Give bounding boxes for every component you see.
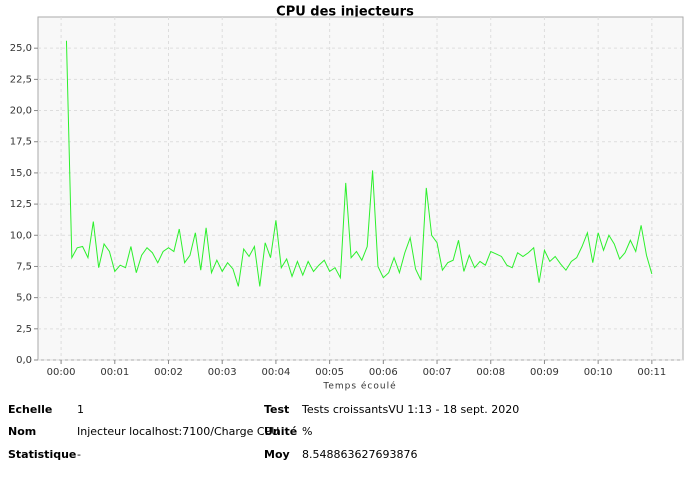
info-value: % [302,425,313,438]
chart: CPU des injecteurs Temps écoulé 0,0 2,5 5,… [10,5,684,392]
info-value: - [77,448,81,461]
y-tick-label: 0,0 [16,355,32,366]
plot-area [37,16,684,361]
y-tick-label: 22,5 [10,74,32,85]
y-tick-label: 2,5 [16,324,32,335]
x-tick-label: 00:10 [584,367,613,378]
x-tick-label: 00:03 [208,367,237,378]
x-axis-label: Temps écoulé [322,381,396,392]
x-tick-label: 00:02 [154,367,183,378]
y-tick-label: 20,0 [10,106,32,117]
chart-title: CPU des injecteurs [276,5,414,20]
info-value: Tests croissantsVU 1:13 - 18 sept. 2020 [302,403,520,416]
info-value: Injecteur localhost:7100/Charge CPU [77,425,280,438]
x-tick-label: 00:06 [369,367,398,378]
x-tick-label: 00:05 [315,367,344,378]
x-tick-label: 00:08 [476,367,505,378]
y-tick-label: 5,0 [16,293,32,304]
y-tick-label: 10,0 [10,230,32,241]
info-label: Statistique [8,448,77,461]
x-tick-label: 00:00 [47,367,76,378]
x-tick-label: 00:09 [530,367,559,378]
y-tick-label: 15,0 [10,168,32,179]
y-tick-label: 25,0 [10,43,32,54]
x-tick-label: 00:11 [637,367,666,378]
y-tick-label: 7,5 [16,261,32,272]
info-label: Unité [264,425,298,438]
info-label: Test [264,403,290,416]
info-value: 8.548863627693876 [302,448,418,461]
info-label: Echelle [8,403,53,416]
info-label: Moy [264,448,290,461]
info-label: Nom [8,425,37,438]
info-value: 1 [77,403,84,416]
data-line [65,40,653,287]
y-tick-label: 12,5 [10,199,32,210]
x-tick-label: 00:04 [262,367,291,378]
y-tick-label: 17,5 [10,137,32,148]
x-tick-label: 00:01 [100,367,129,378]
x-tick-label: 00:07 [423,367,452,378]
